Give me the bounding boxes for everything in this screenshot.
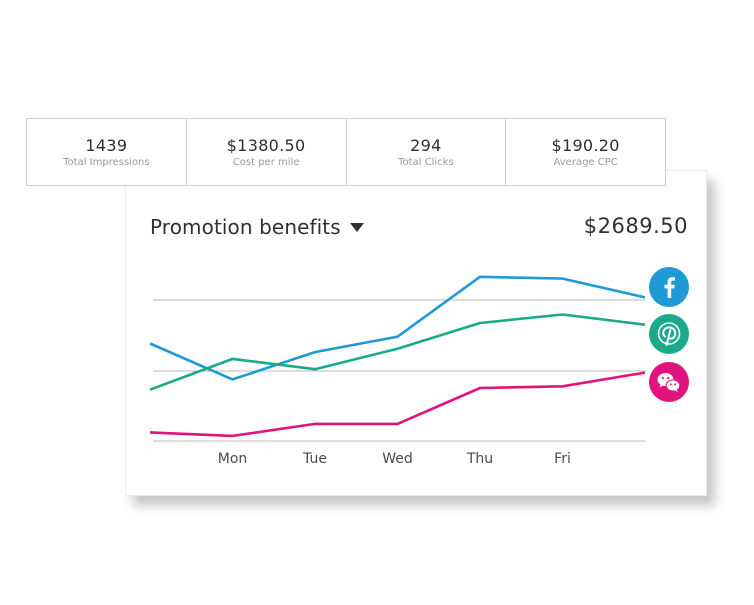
stat-value: 1439 — [85, 136, 128, 155]
line-chart: Mon Tue Wed Thu Fri — [149, 275, 646, 467]
card-title: Promotion benefits — [150, 215, 341, 239]
wechat-glyph — [649, 362, 689, 402]
stat-cost-per-mile: $1380.50 Cost per mile — [187, 119, 347, 185]
promotion-card: Promotion benefits $2689.50 Mon Tue Wed Thu… — [125, 170, 707, 496]
stat-total-clicks: 294 Total Clicks — [347, 119, 507, 185]
facebook-icon[interactable] — [649, 267, 689, 307]
stat-label: Cost per mile — [232, 157, 300, 168]
series-line-wechat — [149, 371, 646, 438]
stat-total-impressions: 1439 Total Impressions — [27, 119, 187, 185]
x-tick-label: Tue — [302, 451, 327, 467]
x-tick-label: Wed — [382, 451, 413, 467]
x-tick-label: Mon — [218, 451, 248, 467]
promotion-dropdown[interactable]: Promotion benefits — [150, 215, 364, 239]
pinterest-icon[interactable] — [649, 314, 689, 354]
caret-down-icon — [349, 223, 364, 232]
series-line-pinterest — [149, 313, 646, 391]
stat-value: $1380.50 — [226, 136, 306, 155]
facebook-glyph — [649, 267, 689, 307]
stat-value: $190.20 — [551, 136, 620, 155]
stat-label: Total Clicks — [398, 157, 454, 168]
stat-label: Average CPC — [553, 157, 618, 168]
x-tick-label: Thu — [466, 451, 493, 467]
wechat-icon[interactable] — [649, 362, 689, 402]
pinterest-glyph — [649, 314, 689, 354]
total-value: $2689.50 — [583, 214, 688, 238]
x-tick-label: Fri — [554, 451, 571, 467]
stats-bar: 1439 Total Impressions $1380.50 Cost per… — [26, 118, 666, 186]
stat-value: 294 — [410, 136, 442, 155]
stat-average-cpc: $190.20 Average CPC — [506, 119, 665, 185]
stat-label: Total Impressions — [63, 157, 150, 168]
series-line-facebook — [149, 275, 646, 381]
